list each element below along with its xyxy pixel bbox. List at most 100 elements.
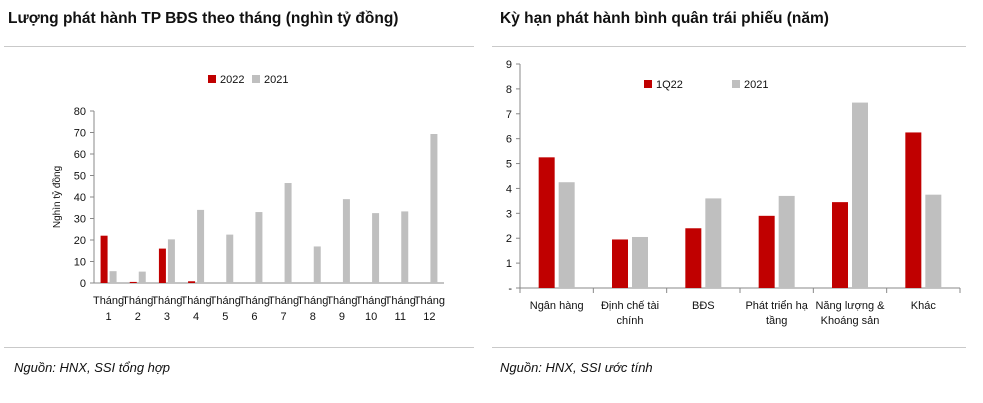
bar-2021 bbox=[852, 102, 868, 288]
legend-label-2022: 2022 bbox=[220, 74, 244, 86]
x-tick-label-word: Tháng bbox=[385, 295, 416, 307]
category-label-line: Phát triển hạ bbox=[745, 300, 808, 312]
x-tick-label-number: 12 bbox=[423, 311, 435, 323]
category-label-line: BĐS bbox=[692, 300, 715, 312]
bar-2021 bbox=[558, 182, 575, 288]
bar-2021 bbox=[372, 213, 380, 283]
legend-swatch-2021 bbox=[252, 75, 260, 83]
x-tick-label-word: Tháng bbox=[355, 295, 386, 307]
bar-2021 bbox=[313, 246, 321, 283]
y-tick-label: 40 bbox=[74, 192, 86, 204]
x-tick-label-number: 4 bbox=[193, 311, 199, 323]
legend-swatch-2021 bbox=[732, 80, 740, 88]
y-axis-label: Nghìn tỷ đồng bbox=[51, 166, 63, 228]
left-chart-panel: Lượng phát hành TP BĐS theo tháng (nghìn… bbox=[0, 0, 475, 403]
average-tenor-chart: - 1 2 3 4 5 6 7 8 9 Ngân hàng Định chế tài chính BĐS P… bbox=[506, 59, 961, 327]
bar-2021 bbox=[226, 234, 234, 283]
y-tick-label: 2 bbox=[506, 233, 512, 245]
y-tick-label: 80 bbox=[74, 106, 86, 118]
y-tick-label: 7 bbox=[506, 109, 512, 121]
y-tick-label: 10 bbox=[74, 257, 86, 269]
category-label-line: Ngân hàng bbox=[530, 300, 584, 312]
x-tick-label-number: 5 bbox=[222, 311, 228, 323]
y-tick-label: 60 bbox=[74, 149, 86, 161]
right-chart-title: Kỳ hạn phát hành bình quân trái phiếu (n… bbox=[500, 10, 829, 27]
x-tick-label-word: Tháng bbox=[93, 295, 124, 307]
x-tick-label-number: 11 bbox=[395, 311, 406, 323]
bar-2021 bbox=[109, 271, 117, 283]
bar-2022 bbox=[100, 235, 108, 283]
bar-2021 bbox=[778, 195, 795, 288]
category-label: Phát triển hạ tầng bbox=[745, 300, 808, 327]
monthly-issuance-chart: 0 10 20 30 40 50 60 70 80 Nghìn tỷ đồng Tháng 1 Thán… bbox=[51, 74, 445, 323]
x-tick-label-number: 1 bbox=[106, 311, 112, 323]
bar-2021 bbox=[705, 198, 722, 288]
bar-2021 bbox=[342, 199, 350, 283]
x-tick-label-word: Tháng bbox=[239, 295, 270, 307]
y-tick-label: 70 bbox=[74, 128, 86, 140]
y-tick-label: 6 bbox=[506, 134, 512, 146]
category-label: Khác bbox=[911, 300, 937, 312]
y-tick-label: 1 bbox=[506, 258, 512, 270]
x-tick-label-word: Tháng bbox=[297, 295, 328, 307]
right-chart-panel: Kỳ hạn phát hành bình quân trái phiếu (n… bbox=[490, 0, 983, 403]
right-title-divider bbox=[492, 46, 966, 47]
legend-label-2021: 2021 bbox=[264, 74, 288, 86]
x-tick-label-number: 2 bbox=[135, 311, 141, 323]
legend-label-2021: 2021 bbox=[744, 79, 768, 91]
bar-2021 bbox=[284, 183, 292, 283]
x-tick-label-number: 7 bbox=[281, 311, 287, 323]
x-tick-label-number: 8 bbox=[310, 311, 316, 323]
y-tick-label: 8 bbox=[506, 84, 512, 96]
bar-2021 bbox=[632, 236, 648, 288]
bar-1q22 bbox=[612, 239, 628, 288]
y-tick-label: 9 bbox=[506, 59, 512, 71]
left-chart-title: Lượng phát hành TP BĐS theo tháng (nghìn… bbox=[8, 10, 399, 27]
left-source-divider bbox=[4, 347, 474, 348]
bar-2021 bbox=[167, 239, 175, 283]
y-tick-label: 4 bbox=[506, 183, 512, 195]
bar-2022 bbox=[188, 281, 196, 283]
category-label-line: tầng bbox=[766, 315, 787, 327]
bar-1q22 bbox=[685, 228, 702, 288]
legend-swatch-2022 bbox=[208, 75, 216, 83]
x-tick-label-number: 3 bbox=[164, 311, 170, 323]
x-tick-label-word: Tháng bbox=[210, 295, 241, 307]
bar-2021 bbox=[430, 134, 438, 283]
category-label: Ngân hàng bbox=[530, 300, 584, 312]
category-label-line: chính bbox=[617, 315, 644, 327]
bar-2021 bbox=[255, 212, 263, 283]
category-label: Định chế tài chính bbox=[601, 300, 659, 327]
bar-2022 bbox=[129, 281, 137, 283]
left-title-divider bbox=[4, 46, 474, 47]
y-tick-label: 3 bbox=[506, 208, 512, 220]
y-tick-label: 5 bbox=[506, 159, 512, 171]
category-label-line: Định chế tài bbox=[601, 300, 659, 312]
y-tick-label: 0 bbox=[80, 278, 86, 290]
bar-2022 bbox=[158, 248, 166, 283]
x-tick-label-word: Tháng bbox=[151, 295, 182, 307]
x-tick-label-word: Tháng bbox=[180, 295, 211, 307]
x-tick-label-word: Tháng bbox=[268, 295, 299, 307]
category-label-line: Năng lượng & bbox=[815, 300, 885, 312]
bar-1q22 bbox=[832, 202, 848, 288]
x-tick-label-word: Tháng bbox=[326, 295, 357, 307]
right-source-note: Nguồn: HNX, SSI ước tính bbox=[500, 360, 653, 375]
y-tick-label: 20 bbox=[74, 235, 86, 247]
x-tick-label-number: 9 bbox=[339, 311, 345, 323]
x-tick-label-number: 6 bbox=[251, 311, 257, 323]
bar-2021 bbox=[138, 271, 146, 283]
bar-1q22 bbox=[758, 215, 775, 288]
y-tick-label: - bbox=[508, 283, 512, 295]
x-tick-label-number: 10 bbox=[365, 311, 377, 323]
bar-2021 bbox=[925, 194, 942, 288]
left-source-note: Nguồn: HNX, SSI tổng hợp bbox=[14, 360, 170, 375]
bar-2021 bbox=[401, 211, 409, 283]
bar-1q22 bbox=[905, 132, 922, 288]
right-source-divider bbox=[492, 347, 966, 348]
x-tick-label-word: Tháng bbox=[122, 295, 153, 307]
legend-swatch-1q22 bbox=[644, 80, 652, 88]
bar-1q22 bbox=[538, 157, 555, 288]
bar-2021 bbox=[197, 209, 205, 283]
category-label-line: Khác bbox=[911, 300, 937, 312]
